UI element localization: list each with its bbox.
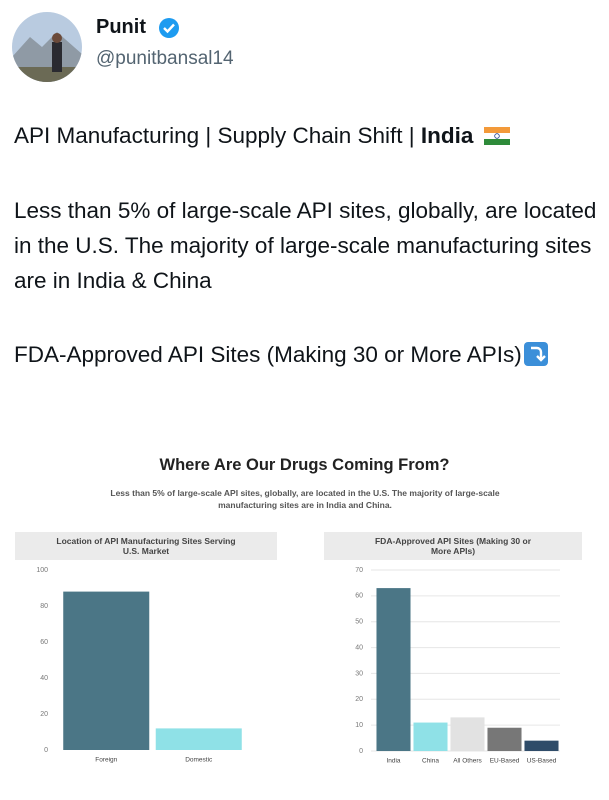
image-subtitle: Less than 5% of large-scale API sites, g… (110, 488, 500, 510)
caption-text: FDA-Approved API Sites (Making 30 or Mor… (14, 342, 522, 367)
post-paragraph: Less than 5% of large-scale API sites, g… (14, 198, 597, 293)
bar (450, 717, 485, 751)
author-name[interactable]: Punit (96, 16, 146, 38)
headline-text: API Manufacturing | Supply Chain Shift | (14, 123, 415, 148)
chart-title: Location of API Manufacturing Sites Serv… (15, 532, 277, 560)
y-tick-label: 20 (355, 696, 363, 703)
bar (413, 722, 448, 751)
flag-icon (483, 127, 510, 145)
x-tick-label: All Others (453, 758, 482, 765)
y-tick-label: 0 (359, 748, 363, 755)
x-tick-label: EU-Based (490, 758, 520, 765)
y-tick-label: 60 (355, 593, 363, 600)
x-tick-label: Foreign (95, 757, 117, 764)
bar (376, 588, 411, 751)
y-tick-label: 40 (40, 675, 48, 682)
y-tick-label: 60 (40, 639, 48, 646)
bar (524, 740, 559, 751)
bar (63, 591, 150, 750)
verified-badge (159, 18, 179, 38)
arrow-icon (523, 342, 548, 366)
y-tick-label: 80 (40, 603, 48, 610)
bar (487, 727, 522, 751)
y-tick-label: 70 (355, 567, 363, 574)
y-tick-label: 0 (44, 747, 48, 754)
x-tick-label: US-Based (527, 758, 557, 765)
y-tick-label: 20 (40, 711, 48, 718)
y-tick-label: 100 (36, 567, 48, 574)
image-title: Where Are Our Drugs Coming From? (159, 456, 450, 474)
bar (155, 728, 242, 750)
x-tick-label: China (422, 758, 439, 765)
y-tick-label: 10 (355, 722, 363, 729)
post-headline: API Manufacturing | Supply Chain Shift |… (14, 118, 604, 153)
y-tick-label: 40 (355, 644, 363, 651)
x-tick-label: Domestic (185, 757, 213, 764)
y-tick-label: 30 (355, 670, 363, 677)
x-tick-label: India (386, 758, 400, 765)
chart-title: FDA-Approved API Sites (Making 30 or Mor… (324, 532, 582, 560)
post-caption: FDA-Approved API Sites (Making 30 or Mor… (14, 337, 574, 372)
author-handle[interactable]: @punitbansal14 (96, 48, 234, 69)
charts: 0 20 40 60 80 100 Foreign Domestic 0 10 20 30 40 50 60… (36, 567, 560, 765)
headline-bold: India (420, 123, 474, 148)
y-tick-label: 50 (355, 619, 363, 626)
avatar (12, 12, 82, 82)
